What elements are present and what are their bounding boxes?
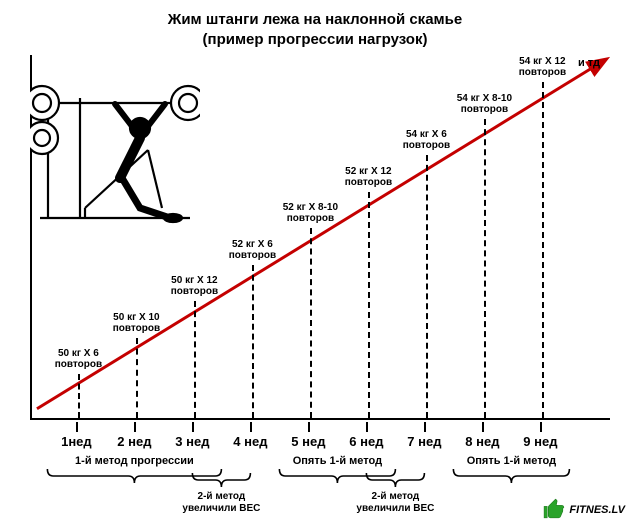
- week-label: 9 нед: [523, 434, 557, 449]
- progress-column: [136, 338, 138, 418]
- title-line-2: (пример прогрессии нагрузок): [0, 30, 630, 50]
- weight-reps: 52 кг Х 8-10: [275, 202, 345, 213]
- tick-mark: [482, 422, 484, 432]
- weight-reps: 50 кг Х 12: [159, 275, 229, 286]
- progress-column: [542, 82, 544, 418]
- incline-bench-press-icon: [30, 58, 200, 233]
- progress-column: [310, 228, 312, 418]
- reps-word: повторов: [217, 250, 287, 261]
- data-point-label: 52 кг Х 6повторов: [217, 239, 287, 261]
- data-point-label: 54 кг Х 12повторов: [507, 56, 577, 78]
- progress-column: [78, 374, 80, 418]
- reps-word: повторов: [333, 177, 403, 188]
- progress-column: [426, 155, 428, 418]
- weight-reps: 50 кг Х 6: [43, 348, 113, 359]
- weight-reps: 54 кг Х 6: [391, 129, 461, 140]
- data-point-label: 50 кг Х 6повторов: [43, 348, 113, 370]
- week-label: 6 нед: [349, 434, 383, 449]
- etc-label: и тд: [578, 57, 600, 69]
- weight-reps: 54 кг Х 12: [507, 56, 577, 67]
- week-label: 2 нед: [117, 434, 151, 449]
- reps-word: повторов: [391, 140, 461, 151]
- method2-bracket: [30, 455, 610, 515]
- reps-word: повторов: [43, 359, 113, 370]
- data-point-label: 50 кг Х 12повторов: [159, 275, 229, 297]
- data-point-label: 52 кг Х 12повторов: [333, 166, 403, 188]
- weight-reps: 52 кг Х 12: [333, 166, 403, 177]
- progress-column: [252, 265, 254, 418]
- week-label: 1нед: [61, 434, 92, 449]
- week-label: 8 нед: [465, 434, 499, 449]
- week-label: 5 нед: [291, 434, 325, 449]
- reps-word: повторов: [159, 286, 229, 297]
- title-line-1: Жим штанги лежа на наклонной скамье: [0, 10, 630, 30]
- tick-mark: [424, 422, 426, 432]
- weight-reps: 54 кг Х 8-10: [449, 93, 519, 104]
- reps-word: повторов: [449, 104, 519, 115]
- weight-reps: 50 кг Х 10: [101, 312, 171, 323]
- watermark: FITNES.LV: [542, 497, 625, 522]
- data-point-label: 50 кг Х 10повторов: [101, 312, 171, 334]
- tick-mark: [76, 422, 78, 432]
- data-point-label: 54 кг Х 8-10повторов: [449, 93, 519, 115]
- x-axis: 1нед 2 нед 3 нед 4 нед 5 нед 6 нед 7 нед 8 нед 9…: [30, 432, 610, 452]
- week-label: 3 нед: [175, 434, 209, 449]
- thumbs-up-icon: [542, 497, 567, 522]
- tick-mark: [192, 422, 194, 432]
- tick-mark: [134, 422, 136, 432]
- data-point-label: 52 кг Х 8-10повторов: [275, 202, 345, 224]
- tick-mark: [250, 422, 252, 432]
- data-point-label: 54 кг Х 6повторов: [391, 129, 461, 151]
- reps-word: повторов: [507, 67, 577, 78]
- week-label: 4 нед: [233, 434, 267, 449]
- method2-bracket-label: 2-й методувеличили ВЕС: [356, 491, 434, 514]
- tick-mark: [366, 422, 368, 432]
- method-brackets: 1-й метод прогрессииОпять 1-й методОпять…: [30, 455, 610, 515]
- tick-mark: [540, 422, 542, 432]
- tick-mark: [308, 422, 310, 432]
- week-label: 7 нед: [407, 434, 441, 449]
- progress-column: [194, 301, 196, 418]
- weight-reps: 52 кг Х 6: [217, 239, 287, 250]
- reps-word: повторов: [101, 323, 171, 334]
- reps-word: повторов: [275, 213, 345, 224]
- chart-title: Жим штанги лежа на наклонной скамье (при…: [0, 10, 630, 49]
- progress-column: [368, 192, 370, 418]
- progress-column: [484, 119, 486, 418]
- watermark-text: FITNES.LV: [569, 504, 625, 516]
